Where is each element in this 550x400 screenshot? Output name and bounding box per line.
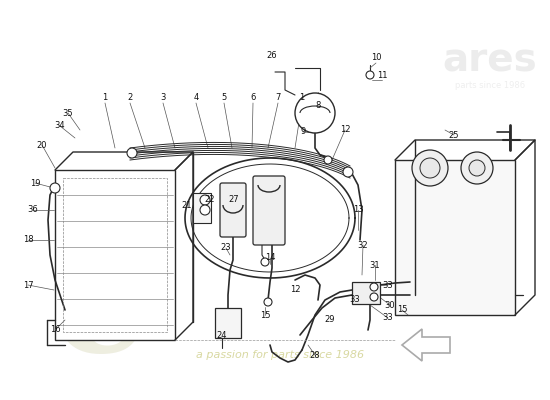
FancyBboxPatch shape — [253, 176, 285, 245]
Circle shape — [324, 156, 332, 164]
Text: 31: 31 — [370, 260, 380, 270]
Text: 33: 33 — [383, 280, 393, 290]
Text: 2: 2 — [128, 94, 133, 102]
Text: 5: 5 — [221, 94, 227, 102]
Text: 33: 33 — [350, 296, 360, 304]
Text: 30: 30 — [384, 300, 395, 310]
Text: 4: 4 — [194, 94, 199, 102]
Text: 7: 7 — [276, 94, 280, 102]
Text: parts since 1986: parts since 1986 — [455, 80, 525, 90]
Text: 16: 16 — [50, 326, 60, 334]
Circle shape — [420, 158, 440, 178]
Circle shape — [366, 71, 374, 79]
FancyBboxPatch shape — [220, 183, 246, 237]
Text: 29: 29 — [324, 316, 336, 324]
Text: 26: 26 — [267, 50, 277, 60]
Circle shape — [200, 195, 210, 205]
Circle shape — [50, 183, 60, 193]
Text: ares: ares — [443, 41, 537, 79]
Circle shape — [412, 150, 448, 186]
Circle shape — [295, 93, 335, 133]
Text: 3: 3 — [160, 94, 166, 102]
Text: 24: 24 — [217, 330, 227, 340]
Text: 32: 32 — [358, 240, 368, 250]
Text: 6: 6 — [250, 94, 256, 102]
Text: 28: 28 — [310, 350, 320, 360]
FancyBboxPatch shape — [55, 170, 175, 340]
Text: 25: 25 — [449, 130, 459, 140]
Text: 22: 22 — [205, 196, 215, 204]
Circle shape — [370, 293, 378, 301]
Text: 15: 15 — [397, 306, 407, 314]
Text: 1: 1 — [102, 94, 108, 102]
Text: e: e — [52, 236, 148, 384]
Text: 1: 1 — [299, 94, 305, 102]
Text: 23: 23 — [221, 244, 232, 252]
Text: 11: 11 — [377, 72, 387, 80]
Text: 36: 36 — [28, 206, 38, 214]
FancyBboxPatch shape — [193, 193, 211, 223]
Circle shape — [370, 283, 378, 291]
Text: 18: 18 — [23, 236, 34, 244]
Text: 34: 34 — [54, 122, 65, 130]
Text: 14: 14 — [265, 254, 275, 262]
Text: 17: 17 — [23, 280, 34, 290]
Circle shape — [469, 160, 485, 176]
Circle shape — [127, 148, 137, 158]
Circle shape — [200, 205, 210, 215]
Text: 20: 20 — [37, 140, 47, 150]
Text: 10: 10 — [371, 54, 381, 62]
Text: 35: 35 — [63, 108, 73, 118]
Circle shape — [261, 258, 269, 266]
FancyBboxPatch shape — [395, 160, 515, 315]
Text: 9: 9 — [300, 128, 306, 136]
Text: 8: 8 — [315, 102, 321, 110]
Text: 15: 15 — [260, 310, 270, 320]
Circle shape — [343, 167, 353, 177]
Text: 21: 21 — [182, 200, 192, 210]
FancyBboxPatch shape — [352, 282, 380, 304]
FancyBboxPatch shape — [215, 308, 241, 338]
Text: 19: 19 — [30, 178, 40, 188]
Text: a passion for parts since 1986: a passion for parts since 1986 — [196, 350, 364, 360]
Circle shape — [461, 152, 493, 184]
Circle shape — [264, 298, 272, 306]
Text: 33: 33 — [383, 314, 393, 322]
Text: 12: 12 — [290, 286, 300, 294]
Text: 13: 13 — [353, 206, 364, 214]
Text: 27: 27 — [229, 196, 239, 204]
Text: 12: 12 — [340, 126, 350, 134]
